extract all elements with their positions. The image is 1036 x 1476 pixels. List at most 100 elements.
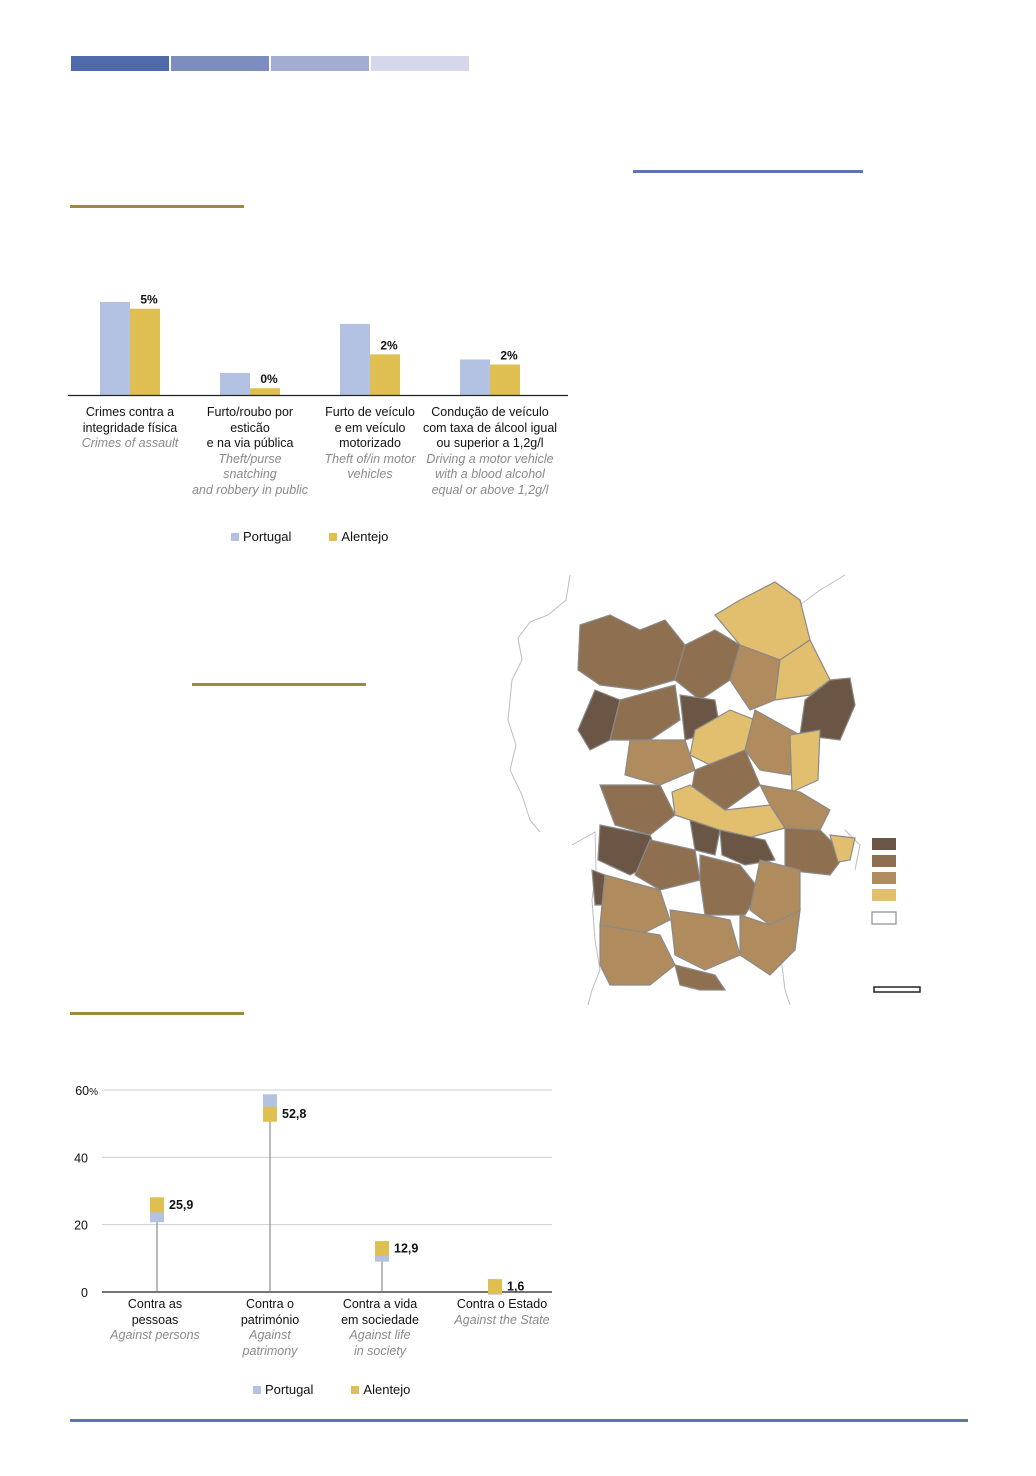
category-label-en: Crimes of assault bbox=[81, 436, 179, 450]
section-rule-chart2 bbox=[70, 1012, 244, 1015]
category-label-pt: motorizado bbox=[339, 436, 401, 450]
map-region bbox=[744, 709, 801, 776]
map-legend-class-1 bbox=[872, 838, 896, 850]
legend-swatch-alentejo bbox=[351, 1385, 360, 1394]
bar-alentejo bbox=[130, 308, 160, 395]
map-region bbox=[577, 689, 621, 751]
crime-type-bar-chart: 5% 0% 2% 2% bbox=[68, 293, 568, 397]
legend-swatch-portugal bbox=[253, 1385, 261, 1394]
category-label-pt: com taxa de álcool igual bbox=[422, 420, 558, 435]
dot-chart-legend: Portugal Alentejo bbox=[253, 1382, 448, 1397]
category-label-pt: pessoas bbox=[131, 1312, 179, 1327]
marker-portugal bbox=[263, 1094, 277, 1108]
header-band-segment-2 bbox=[171, 56, 269, 71]
category-label-en: and robbery in public bbox=[191, 482, 309, 497]
category-label-en: Against life bbox=[349, 1328, 411, 1342]
map-region bbox=[699, 854, 761, 916]
category-label-pt: Furto de veículo bbox=[325, 405, 415, 419]
bar-chart-category-label: Crimes contra a integridade física Crimes … bbox=[60, 405, 200, 452]
category-label-pt: Furto/roubo por bbox=[206, 405, 294, 419]
bar-chart-category-label: Condução de veículo com taxa de álcool ig… bbox=[420, 405, 560, 498]
map-region bbox=[784, 827, 846, 876]
category-label-pt: património bbox=[240, 1312, 300, 1327]
map-region bbox=[634, 839, 701, 891]
map-region bbox=[599, 924, 676, 986]
category-label-en: Theft/purse bbox=[218, 451, 282, 466]
map-region bbox=[669, 909, 741, 971]
category-label-pt: Condução de veículo bbox=[431, 405, 549, 419]
category-label-pt: Contra as bbox=[127, 1297, 183, 1311]
map-region bbox=[599, 874, 671, 936]
legend-swatch-portugal bbox=[231, 532, 239, 541]
map-region bbox=[609, 684, 681, 741]
map-region bbox=[829, 834, 856, 863]
category-label-en: Against bbox=[249, 1328, 291, 1342]
category-label-pt: em sociedade bbox=[341, 1312, 419, 1327]
crime-category-dot-chart: 0 20 40 60% 25,9 52,8 12,9 1,6 bbox=[74, 1084, 552, 1300]
map-region bbox=[729, 644, 781, 711]
marker-alentejo bbox=[263, 1106, 277, 1122]
map-legend-class-3 bbox=[872, 872, 896, 884]
bar-data-label: 2% bbox=[500, 349, 518, 363]
map-region bbox=[689, 819, 721, 856]
category-label-pt: Contra o Estado bbox=[456, 1297, 548, 1311]
category-label-pt: Contra a vida bbox=[342, 1297, 418, 1311]
map-scale-bar bbox=[873, 986, 921, 993]
category-label-pt: e na via pública bbox=[206, 436, 294, 450]
category-label-en: patrimony bbox=[242, 1343, 298, 1358]
bar-portugal bbox=[100, 301, 130, 395]
bar-data-label: 2% bbox=[380, 338, 398, 352]
category-label-pt: integridade física bbox=[82, 420, 178, 435]
category-label-pt: Crimes contra a bbox=[85, 405, 175, 419]
map-region bbox=[599, 784, 676, 836]
category-label-en: snatching bbox=[223, 467, 277, 481]
bar-chart-legend: Portugal Alentejo bbox=[231, 529, 426, 544]
category-label-en: Against persons bbox=[110, 1328, 200, 1342]
bar-portugal bbox=[220, 373, 250, 395]
dot-data-label: 25,9 bbox=[169, 1198, 193, 1212]
category-label-pt: e em veículo bbox=[334, 420, 406, 435]
bar-data-label: 0% bbox=[260, 372, 278, 386]
legend-label-portugal: Portugal bbox=[265, 1382, 314, 1397]
marker-alentejo bbox=[150, 1197, 164, 1213]
category-label-pt: Contra o bbox=[246, 1297, 294, 1311]
y-tick-label: 60% bbox=[75, 1084, 98, 1098]
section-rule-chart1 bbox=[70, 205, 244, 208]
header-band-segment-1 bbox=[71, 56, 169, 71]
y-tick-label: 20 bbox=[74, 1219, 88, 1233]
bar-alentejo bbox=[370, 354, 400, 395]
category-label-en: with a blood alcohol bbox=[435, 467, 545, 481]
map-legend-class-2 bbox=[872, 855, 896, 867]
category-label-pt: esticão bbox=[230, 420, 270, 435]
map-region bbox=[739, 908, 801, 976]
legend-label-portugal: Portugal bbox=[243, 529, 292, 544]
footer-rule bbox=[70, 1419, 968, 1422]
category-label-en: Theft of/in motor bbox=[324, 451, 416, 466]
dot-data-label: 12,9 bbox=[394, 1242, 418, 1256]
map-legend-class-4 bbox=[872, 889, 896, 901]
category-label-en: equal or above 1,2g/l bbox=[431, 482, 549, 497]
category-label-pt: ou superior a 1,2g/l bbox=[436, 436, 544, 450]
dot-chart-category-label: Contra o Estado Against the State bbox=[442, 1297, 562, 1328]
header-band-segment-3 bbox=[271, 56, 369, 71]
bar-chart-category-label: Furto/roubo por esticão e na via pública Th… bbox=[180, 405, 320, 498]
legend-swatch-alentejo bbox=[329, 532, 338, 541]
category-label-en: Against the State bbox=[454, 1312, 550, 1327]
section-rule-middle bbox=[192, 683, 366, 686]
dot-chart-category-label: Contra o património Against patrimony bbox=[210, 1297, 330, 1359]
map-region bbox=[789, 729, 821, 793]
marker-alentejo bbox=[375, 1241, 389, 1257]
dot-chart-category-label: Contra as pessoas Against persons bbox=[95, 1297, 215, 1344]
y-tick-label: 0 bbox=[81, 1286, 88, 1300]
map-region bbox=[799, 677, 856, 741]
map-region bbox=[577, 614, 686, 691]
bar-chart-category-label: Furto de veículo e em veículo motorizado Th… bbox=[300, 405, 440, 483]
dot-data-label: 1,6 bbox=[507, 1280, 524, 1294]
legend-label-alentejo: Alentejo bbox=[341, 529, 389, 544]
map-legend-no-data bbox=[871, 911, 897, 925]
legend-label-alentejo: Alentejo bbox=[363, 1382, 411, 1397]
bar-alentejo bbox=[250, 388, 280, 395]
alentejo-municipality-map bbox=[507, 574, 921, 1006]
dot-chart-category-label: Contra a vida em sociedade Against life in … bbox=[320, 1297, 440, 1359]
dot-data-label: 52,8 bbox=[282, 1107, 306, 1121]
